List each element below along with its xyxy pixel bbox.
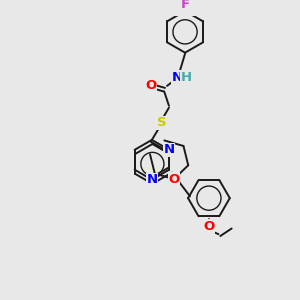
Text: N: N	[172, 71, 183, 84]
Text: O: O	[203, 220, 214, 233]
Text: N: N	[164, 143, 175, 156]
Text: N: N	[146, 173, 158, 186]
Text: H: H	[180, 71, 192, 84]
Text: F: F	[181, 0, 190, 11]
Text: O: O	[168, 172, 179, 186]
Text: O: O	[145, 80, 157, 92]
Text: S: S	[157, 116, 166, 129]
